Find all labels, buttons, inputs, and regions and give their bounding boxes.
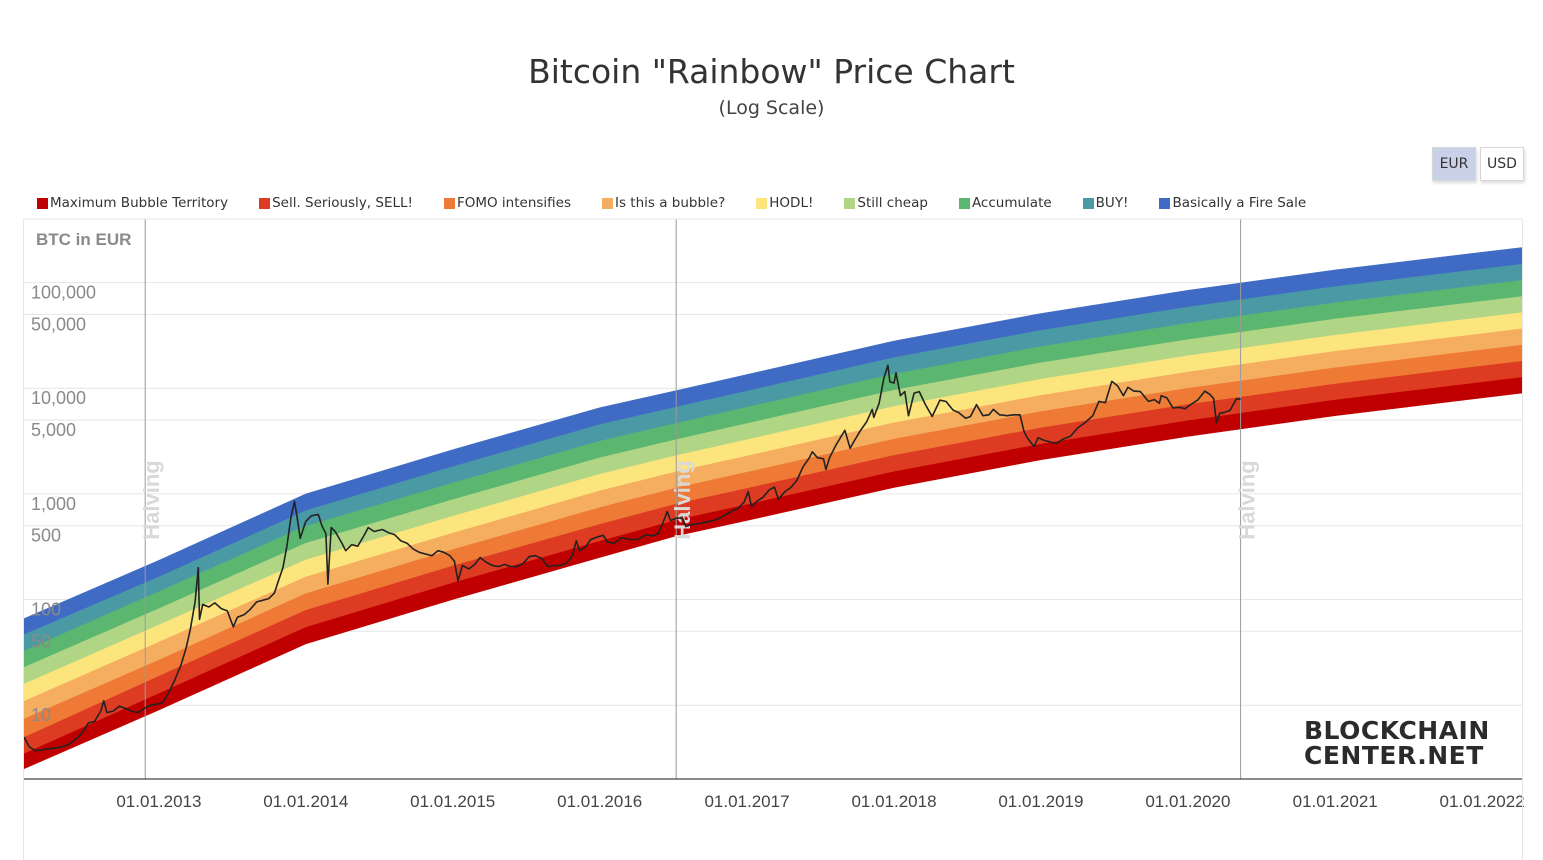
usd-button[interactable]: USD (1480, 147, 1524, 181)
x-tick-label-4: 01.01.2017 (704, 792, 789, 811)
legend-item-7[interactable]: Accumulate (958, 194, 1052, 212)
y-tick-label-6: 100 (31, 600, 61, 620)
eur-button[interactable]: EUR (1432, 147, 1476, 181)
halving-label-2: Halving (670, 460, 695, 539)
x-axis-ticks: 01.01.2013 01.01.2014 01.01.2015 01.01.2016… (116, 792, 1524, 811)
legend-item-2[interactable]: Sell. Seriously, SELL! (259, 194, 413, 212)
x-tick-label-7: 01.01.2020 (1145, 792, 1230, 811)
x-tick-label-3: 01.01.2016 (557, 792, 642, 811)
price-series (23, 364, 1241, 752)
logo-line2: CENTER.NET (1304, 741, 1484, 770)
legend-swatch (958, 197, 970, 209)
rainbow-bands (23, 247, 1523, 770)
legend-swatch (756, 197, 768, 209)
legend-swatch (844, 197, 856, 209)
y-tick-label-7: 50 (31, 631, 51, 651)
legend-item-6[interactable]: Still cheap (844, 194, 928, 212)
x-tick-label-0: 01.01.2013 (116, 792, 201, 811)
x-tick-label-8: 01.01.2021 (1293, 792, 1378, 811)
legend-label: HODL! (769, 195, 814, 211)
legend-label: Still cheap (857, 195, 928, 211)
y-tick-label-5: 500 (31, 526, 61, 546)
blockchaincenter-logo: BLOCKCHAIN CENTER.NET (1304, 718, 1490, 768)
x-tick-label-2: 01.01.2015 (410, 792, 495, 811)
legend-label: Basically a Fire Sale (1172, 195, 1307, 211)
plot-frame (23, 218, 1523, 860)
y-axis-label: BTC in EUR (36, 230, 131, 249)
logo-line1: BLOCKCHAIN (1304, 716, 1490, 745)
legend-item-8[interactable]: BUY! (1082, 194, 1129, 212)
legend-label: Accumulate (971, 195, 1052, 211)
y-tick-label-8: 10 (31, 705, 51, 725)
legend-swatch (1082, 197, 1094, 209)
legend: Maximum Bubble Territory Sell. Seriously,… (37, 194, 1337, 212)
legend-swatch (443, 197, 455, 209)
chart-title: Bitcoin "Rainbow" Price Chart (528, 52, 1015, 91)
x-tick-label-9: 01.01.2022 (1440, 792, 1525, 811)
y-axis-ticks: 100,000 50,000 10,000 5,000 1,000 500 100 50 10 B… (31, 230, 131, 725)
halving-markers: Halving Halving Halving (139, 219, 1259, 779)
legend-item-4[interactable]: Is this a bubble? (602, 194, 725, 212)
halving-label-1: Halving (139, 460, 164, 539)
legend-label: Maximum Bubble Territory (50, 195, 229, 211)
legend-item-9[interactable]: Basically a Fire Sale (1159, 194, 1306, 212)
legend-swatch (1159, 197, 1171, 209)
y-tick-label-3: 5,000 (31, 420, 76, 440)
legend-item-1[interactable]: Maximum Bubble Territory (37, 194, 228, 212)
x-tick-label-5: 01.01.2018 (851, 792, 936, 811)
x-tick-label-6: 01.01.2019 (998, 792, 1083, 811)
legend-swatch (37, 197, 48, 209)
legend-label: Sell. Seriously, SELL! (272, 195, 413, 211)
legend-label: FOMO intensifies (456, 195, 571, 211)
y-tick-label-0: 100,000 (31, 283, 96, 303)
legend-swatch (602, 197, 613, 209)
price-line-1 (23, 364, 1241, 752)
y-tick-label-4: 1,000 (31, 494, 76, 514)
legend-label: Is this a bubble? (615, 195, 726, 211)
legend-label: BUY! (1095, 195, 1129, 211)
legend-item-5[interactable]: HODL! (756, 194, 813, 212)
legend-swatch (259, 197, 271, 209)
chart-subtitle: (Log Scale) (718, 97, 825, 119)
halving-label-3: Halving (1234, 460, 1259, 539)
y-tick-label-2: 10,000 (31, 388, 86, 408)
y-tick-label-1: 50,000 (31, 314, 86, 334)
x-tick-label-1: 01.01.2014 (263, 792, 348, 811)
legend-item-3[interactable]: FOMO intensifies (443, 194, 571, 212)
